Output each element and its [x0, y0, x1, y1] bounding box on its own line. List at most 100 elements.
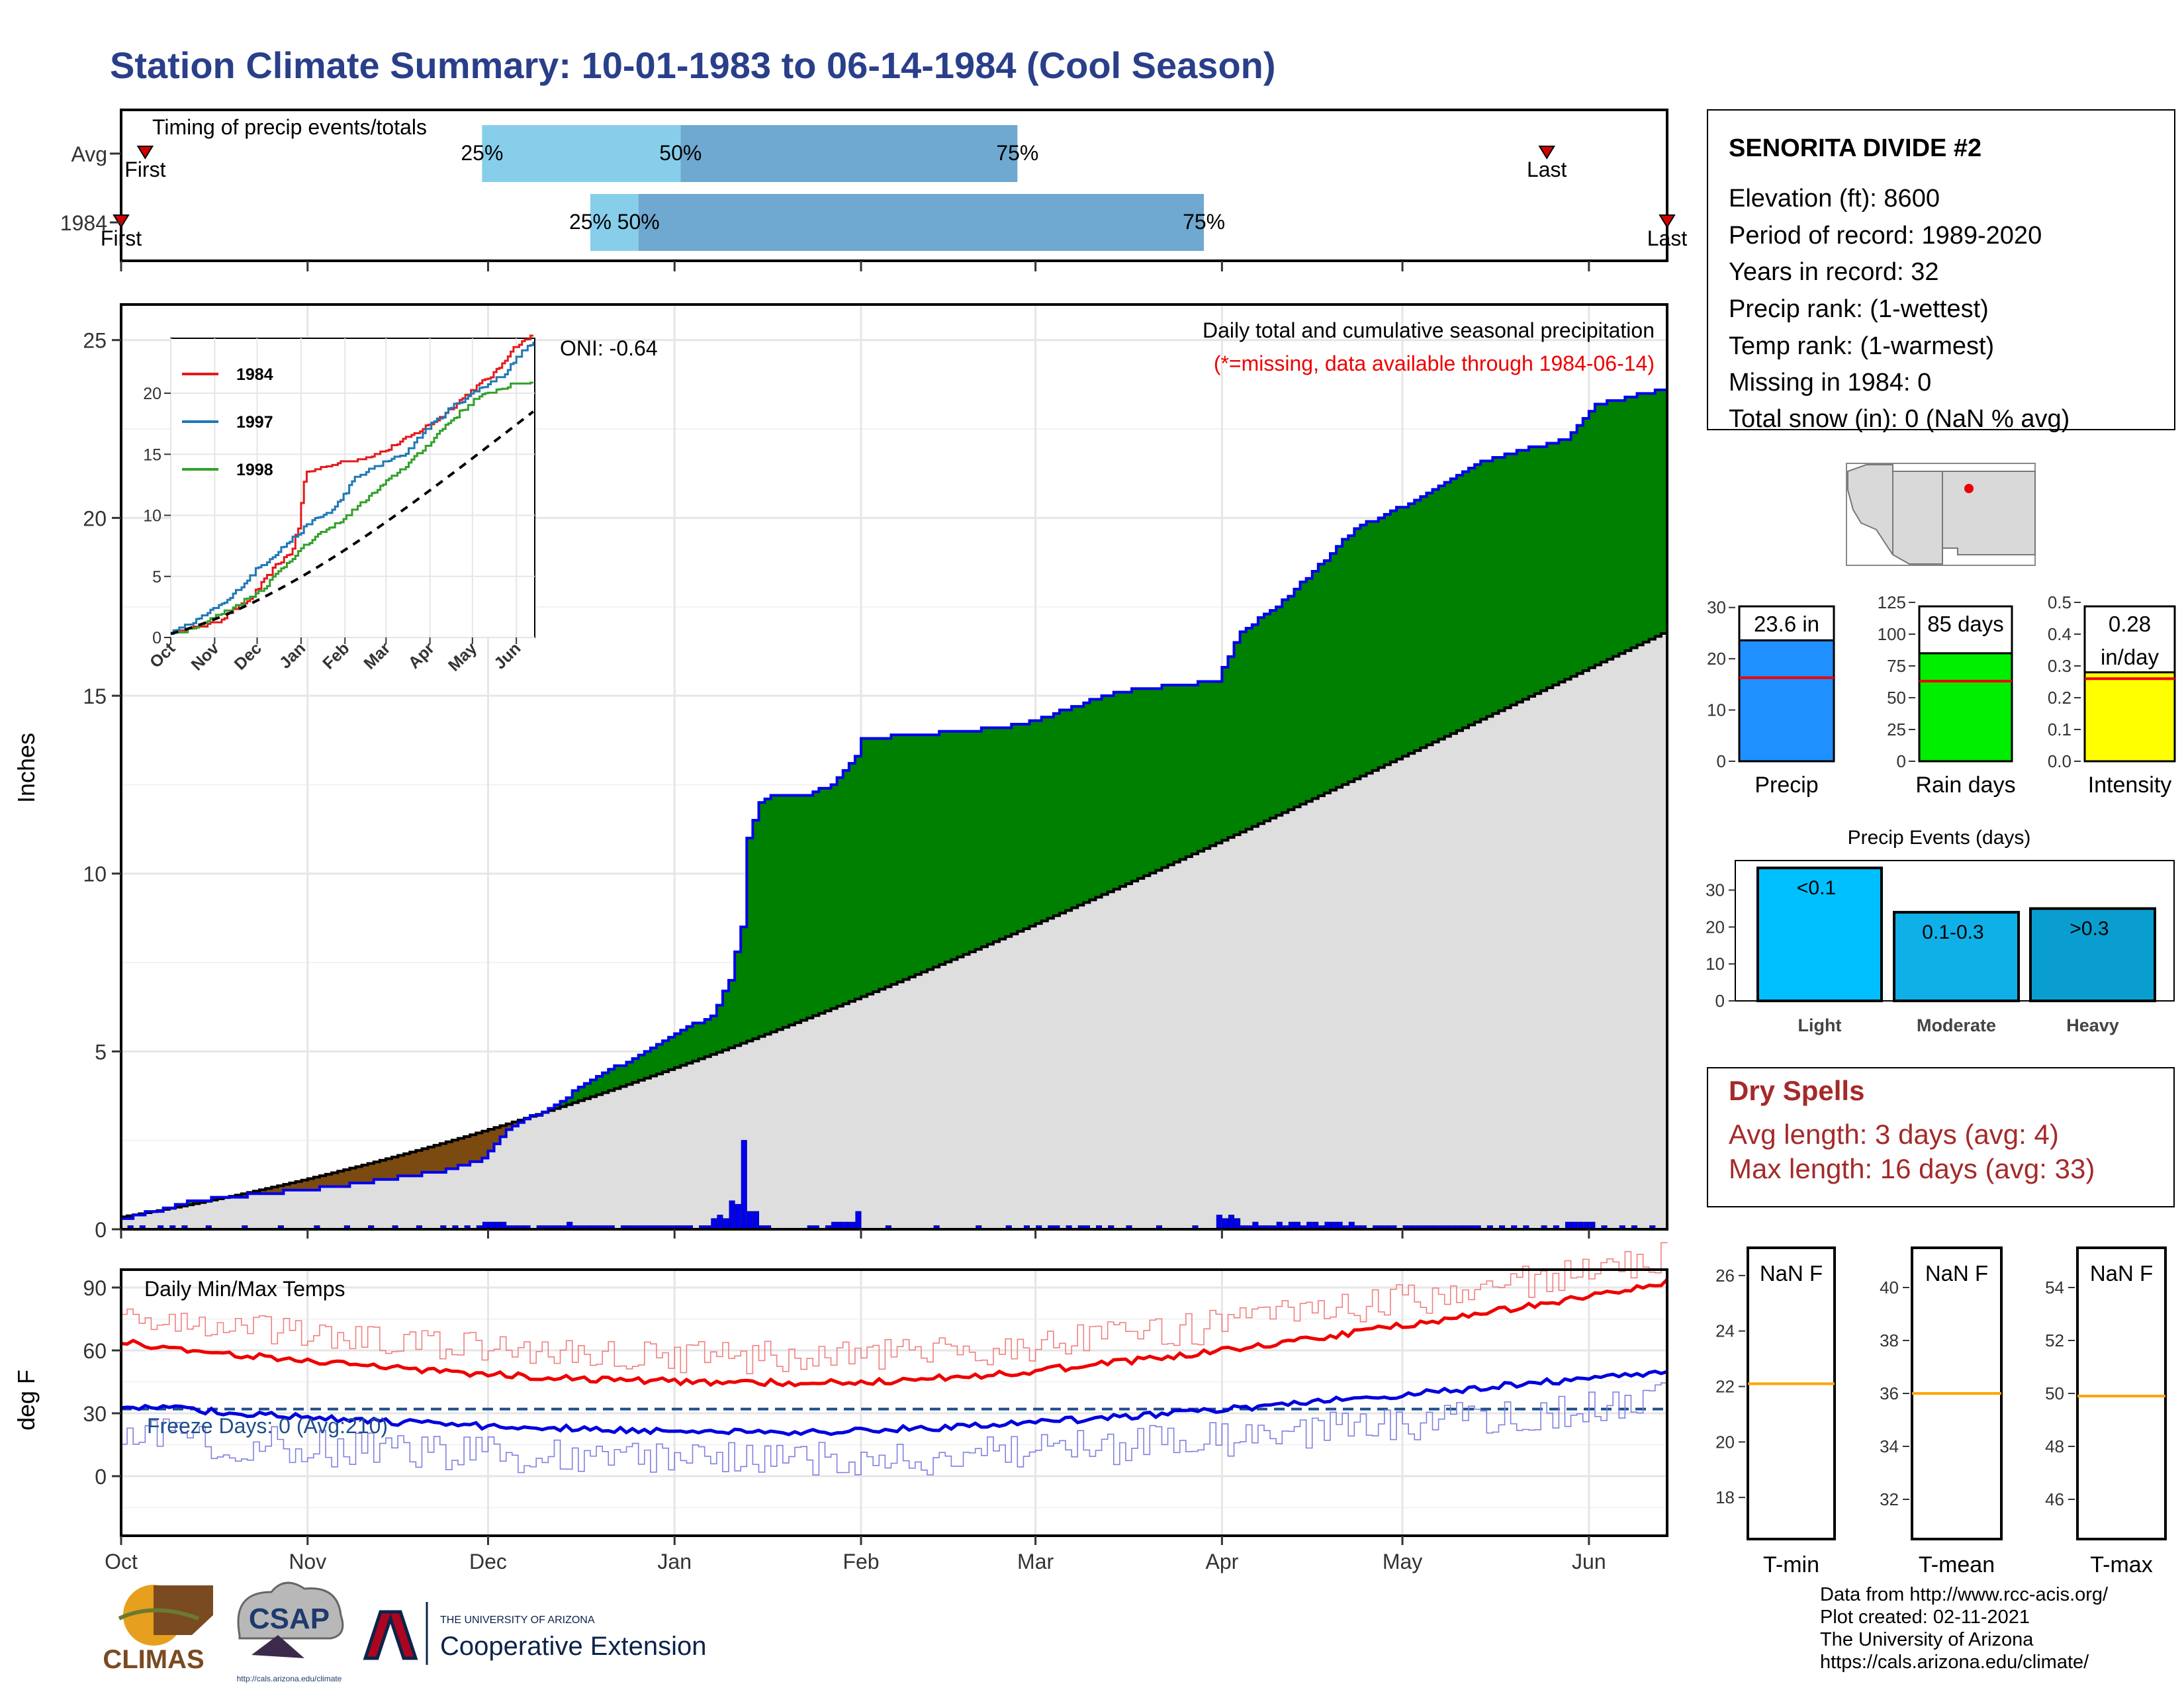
above-average-fill [1559, 440, 1566, 682]
above-average-fill [1059, 710, 1066, 914]
above-average-fill [1444, 482, 1451, 737]
timing-label-75: 75% [996, 141, 1038, 165]
above-average-fill [1547, 443, 1554, 688]
above-average-fill [933, 735, 940, 967]
station-line-elevation: Elevation (ft): 8600 [1729, 185, 1940, 212]
above-average-fill [807, 795, 814, 1018]
above-average-fill [741, 927, 748, 1044]
locator-map [1846, 463, 2036, 566]
ua-logo-small-text: THE UNIVERSITY OF ARIZONA [440, 1615, 595, 1626]
temperature-chart: deg F Daily Min/Max Temps Freeze Days: 0… [13, 1242, 1668, 1573]
temp-chart-label: Daily Min/Max Temps [144, 1277, 345, 1301]
temp-summary-y-tick-label: 26 [1715, 1266, 1735, 1286]
above-average-fill [885, 738, 892, 987]
summary-value-label: in/day [2101, 645, 2160, 669]
above-average-fill [1300, 582, 1307, 804]
above-average-fill [1150, 688, 1157, 873]
temp-summary-label: T-min [1763, 1552, 1819, 1577]
above-average-fill [1204, 681, 1210, 849]
below-average-fill [385, 1158, 392, 1180]
above-average-fill [735, 951, 742, 1046]
events-y-tick-label: 20 [1706, 917, 1725, 937]
station-line-period: Period of record: 1989-2020 [1729, 222, 2042, 250]
above-average-fill [1035, 720, 1042, 924]
climas-logo-land [154, 1585, 213, 1635]
above-average-fill [644, 1051, 651, 1078]
above-average-fill [1607, 400, 1614, 659]
temp-summary-y-tick-label: 36 [1880, 1383, 1899, 1403]
above-average-fill [776, 795, 784, 1030]
timing-panel: Timing of precip events/totals 25% 50% 75%… [60, 109, 1687, 271]
above-average-fill [668, 1037, 676, 1070]
above-average-fill [1101, 696, 1109, 895]
summary-y-tick-label: 0.5 [2048, 592, 2071, 612]
below-average-fill [451, 1140, 459, 1169]
above-average-fill [1156, 688, 1163, 870]
above-average-fill [1594, 404, 1602, 665]
above-average-fill [837, 777, 844, 1006]
above-average-fill [686, 1026, 694, 1064]
above-average-fill [1336, 546, 1343, 788]
temp-summary-value: NaN F [1925, 1261, 1988, 1286]
credits-block: Data from http://www.rcc-acis.org/ Plot … [1820, 1583, 2108, 1673]
above-average-fill [1185, 684, 1193, 857]
above-average-fill [1486, 461, 1494, 717]
timing-bar-q2 [638, 194, 1205, 251]
above-average-fill [1516, 450, 1524, 702]
temp-y-label: deg F [13, 1370, 40, 1430]
above-average-fill [572, 1090, 579, 1103]
summary-y-tick-label: 0 [1717, 751, 1726, 771]
temp-summary-charts: 18 20 22 24 26 NaN F T-min 32 34 36 38 40 NaN F T-mea… [1715, 1246, 2167, 1577]
summary-value-box [1738, 605, 1835, 641]
temp-x-tick-label: May [1383, 1550, 1422, 1573]
below-average-fill [410, 1152, 417, 1176]
temp-summary-y-tick-label: 54 [2045, 1278, 2064, 1297]
above-average-fill [614, 1065, 621, 1089]
above-average-fill [1138, 688, 1145, 878]
temp-summary-y-tick-label: 40 [1880, 1278, 1899, 1297]
above-average-fill [1541, 446, 1548, 691]
above-average-fill [1306, 578, 1313, 802]
last-event-label: Last [1527, 158, 1567, 181]
station-location-dot [1964, 484, 1974, 493]
timing-bar-q1 [590, 194, 639, 251]
above-average-fill [1390, 510, 1397, 762]
above-average-fill [1528, 446, 1535, 697]
summary-value-box [1918, 605, 2013, 655]
above-average-fill [1432, 489, 1439, 742]
above-average-fill [927, 735, 934, 970]
missing-note: (*=missing, data available through 1984-… [1214, 352, 1655, 375]
summary-y-tick-label: 0.3 [2048, 656, 2071, 676]
temp-summary-label: T-mean [1919, 1552, 1995, 1577]
temp-y-tick-label: 90 [83, 1276, 107, 1300]
station-box-frame [1707, 109, 2175, 430]
above-average-fill [662, 1041, 669, 1072]
temp-plot-frame [120, 1268, 1668, 1537]
summary-y-tick-label: 0.1 [2048, 720, 2071, 739]
ua-logo-big-text: Cooperative Extension [440, 1632, 706, 1661]
temp-summary-y-tick-label: 46 [2045, 1489, 2064, 1509]
above-average-fill [747, 837, 754, 1041]
average-min-temp-line [120, 1369, 1668, 1436]
above-average-fill [632, 1058, 639, 1083]
above-average-fill [1649, 393, 1656, 639]
ua-logo: THE UNIVERSITY OF ARIZONA Cooperative Ex… [363, 1602, 706, 1665]
above-average-fill [193, 1201, 200, 1204]
summary-value-label: 23.6 in [1754, 612, 1819, 636]
temp-x-tick-label: Apr [1205, 1550, 1238, 1573]
below-average-fill [404, 1153, 411, 1176]
daily-precip-bar [741, 1140, 747, 1230]
above-average-fill [909, 735, 916, 977]
below-average-fill [506, 1123, 513, 1130]
above-average-fill [969, 731, 976, 952]
above-average-fill [1173, 684, 1181, 863]
temp-summary-y-tick-label: 20 [1715, 1432, 1735, 1452]
credit-plot-created: Plot created: 02-11-2021 [1820, 1607, 2030, 1628]
events-y-tick-label: 30 [1706, 880, 1725, 900]
inset-y-tick-label: 10 [143, 507, 161, 526]
temp-summary-box [1747, 1246, 1836, 1540]
temp-summary-y-tick-label: 18 [1715, 1487, 1735, 1507]
below-average-fill [283, 1184, 291, 1190]
above-average-fill [650, 1047, 657, 1076]
below-average-fill [127, 1215, 134, 1219]
